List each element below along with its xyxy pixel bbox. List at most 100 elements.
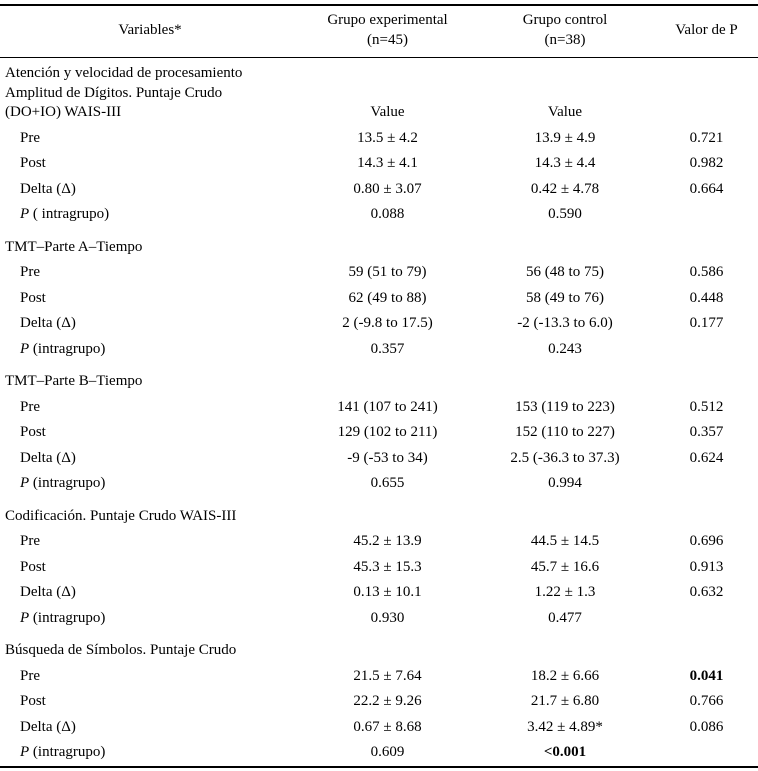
pvalue-cell [655,740,758,767]
italic-p-symbol: P [20,475,30,491]
section-label: Codificación. Puntaje Crudo WAIS-III [5,507,237,524]
pvalue-cell: 0.041 [689,667,724,684]
control-value-cell: 21.7 ± 6.80 [530,693,600,709]
experimental-value-cell [300,497,475,530]
pvalue-header-label: Valor de P [675,21,738,38]
italic-p-symbol: P [20,609,30,626]
experimental-value-cell: 45.3 ± 15.3 [353,558,422,575]
experimental-value-cell: 62 (49 to 88) [348,289,427,306]
experimental-value-cell: 141 (107 to 241) [337,398,438,415]
control-value-cell [475,362,655,395]
row-label: Post [20,155,46,171]
control-value-cell: 153 (119 to 223) [515,398,615,415]
control-value-cell [475,228,655,261]
row-label: Post [20,289,46,306]
italic-p-symbol: P [20,340,30,357]
table-row: Delta (Δ) 2 (-9.8 to 17.5) -2 (-13.3 to 6.… [0,311,758,337]
control-value-cell: <0.001 [543,744,587,760]
row-label: P (intragrupo) [20,475,106,491]
experimental-group-n: (n=45) [367,31,408,48]
control-value-cell: -2 (-13.3 to 6.0) [517,315,613,331]
pvalue-cell: 0.664 [689,180,724,197]
pvalue-cell [655,362,758,395]
control-value-cell: 45.7 ± 16.6 [530,558,600,575]
control-value-cell: 3.42 ± 4.89* [527,718,603,735]
table-row: Post 62 (49 to 88) 58 (49 to 76) 0.448 [0,286,758,312]
table-row: P (intragrupo) 0.609 <0.001 [0,740,758,767]
experimental-value-cell [300,228,475,261]
pvalue-cell [655,606,758,632]
experimental-value-cell: Value [370,104,405,120]
pvalue-cell [655,631,758,664]
row-label: Pre [20,398,40,415]
row-label: Delta (Δ) [20,315,76,331]
table-row: Pre 45.2 ± 13.9 44.5 ± 14.5 0.696 [0,529,758,555]
table-row: P (intragrupo) 0.930 0.477 [0,606,758,632]
header-row: Variables* Grupo experimental (n=45) Gru… [0,5,758,58]
experimental-value-cell: 14.3 ± 4.1 [357,155,418,171]
table-row: Pre 13.5 ± 4.2 13.9 ± 4.9 0.721 [0,126,758,152]
experimental-value-cell: 59 (51 to 79) [348,264,427,280]
italic-p-symbol: P [20,206,30,222]
pvalue-cell: 0.624 [689,449,724,466]
row-label: P (intragrupo) [20,609,106,626]
pvalue-cell [655,337,758,363]
experimental-value-cell: 22.2 ± 9.26 [353,693,422,709]
pvalue-cell: 0.086 [689,718,724,735]
italic-p-symbol: P [20,744,30,760]
control-value-cell: 152 (110 to 227) [515,424,615,440]
table-row: Delta (Δ) -9 (-53 to 34) 2.5 (-36.3 to 37.… [0,446,758,472]
control-value-cell: 44.5 ± 14.5 [530,533,600,549]
pvalue-cell [655,471,758,497]
control-value-cell: 18.2 ± 6.66 [530,667,600,684]
table-row: Delta (Δ) 0.80 ± 3.07 0.42 ± 4.78 0.664 [0,177,758,203]
table-body: Atención y velocidad de procesamiento Amp… [0,58,758,767]
table-row: Delta (Δ) 0.13 ± 10.1 1.22 ± 1.3 0.632 [0,580,758,606]
section-row: Atención y velocidad de procesamiento Amp… [0,58,758,126]
table-row: P ( intragrupo) 0.088 0.590 [0,202,758,228]
section-label: Atención y velocidad de procesamiento Amp… [0,58,300,126]
row-label: Delta (Δ) [20,718,76,735]
experimental-value-cell: 0.67 ± 8.68 [353,718,422,735]
section-row: TMT–Parte A–Tiempo [0,228,758,261]
experimental-value-cell: 2 (-9.8 to 17.5) [342,315,433,331]
pvalue-cell: 0.177 [689,315,724,331]
control-value-cell: Value [547,104,583,120]
control-group-label: Grupo control [522,12,608,28]
col-header-control: Grupo control (n=38) [475,5,655,58]
control-value-cell: 0.477 [548,609,582,626]
control-value-cell [475,497,655,530]
col-header-pvalue: Valor de P [655,5,758,58]
row-label: Delta (Δ) [20,180,76,197]
table-row: Pre 59 (51 to 79) 56 (48 to 75) 0.586 [0,260,758,286]
table-row: Post 14.3 ± 4.1 14.3 ± 4.4 0.982 [0,151,758,177]
pvalue-cell: 0.913 [689,558,724,575]
experimental-group-label: Grupo experimental [327,12,448,28]
row-label: P (intragrupo) [20,744,106,760]
control-value-cell: 56 (48 to 75) [526,264,604,280]
experimental-value-cell [300,362,475,395]
section-label-line: Amplitud de Dígitos. Puntaje Crudo [5,84,223,101]
row-label: P ( intragrupo) [20,206,110,222]
control-value-cell: 2.5 (-36.3 to 37.3) [510,449,620,466]
control-value-cell: 1.22 ± 1.3 [534,584,596,600]
row-label: Delta (Δ) [20,584,76,600]
col-header-variables: Variables* [0,5,300,58]
experimental-value-cell: -9 (-53 to 34) [347,449,428,466]
table-row: Delta (Δ) 0.67 ± 8.68 3.42 ± 4.89* 0.086 [0,715,758,741]
section-label-line: (DO+IO) WAIS-III [5,104,122,120]
pvalue-cell [655,228,758,261]
control-value-cell: 0.42 ± 4.78 [530,180,600,197]
table-row: P (intragrupo) 0.655 0.994 [0,471,758,497]
section-label: Búsqueda de Símbolos. Puntaje Crudo [5,642,237,658]
row-label: Pre [20,667,40,684]
table-row: P (intragrupo) 0.357 0.243 [0,337,758,363]
row-label: Pre [20,264,40,280]
control-value-cell: 13.9 ± 4.9 [534,129,596,146]
experimental-value-cell: 0.088 [370,206,405,222]
experimental-value-cell: 0.609 [370,744,405,760]
results-table: Variables* Grupo experimental (n=45) Gru… [0,4,758,768]
table-row: Post 45.3 ± 15.3 45.7 ± 16.6 0.913 [0,555,758,581]
control-value-cell: 0.243 [548,340,582,357]
variables-header-label: Variables* [118,21,182,38]
